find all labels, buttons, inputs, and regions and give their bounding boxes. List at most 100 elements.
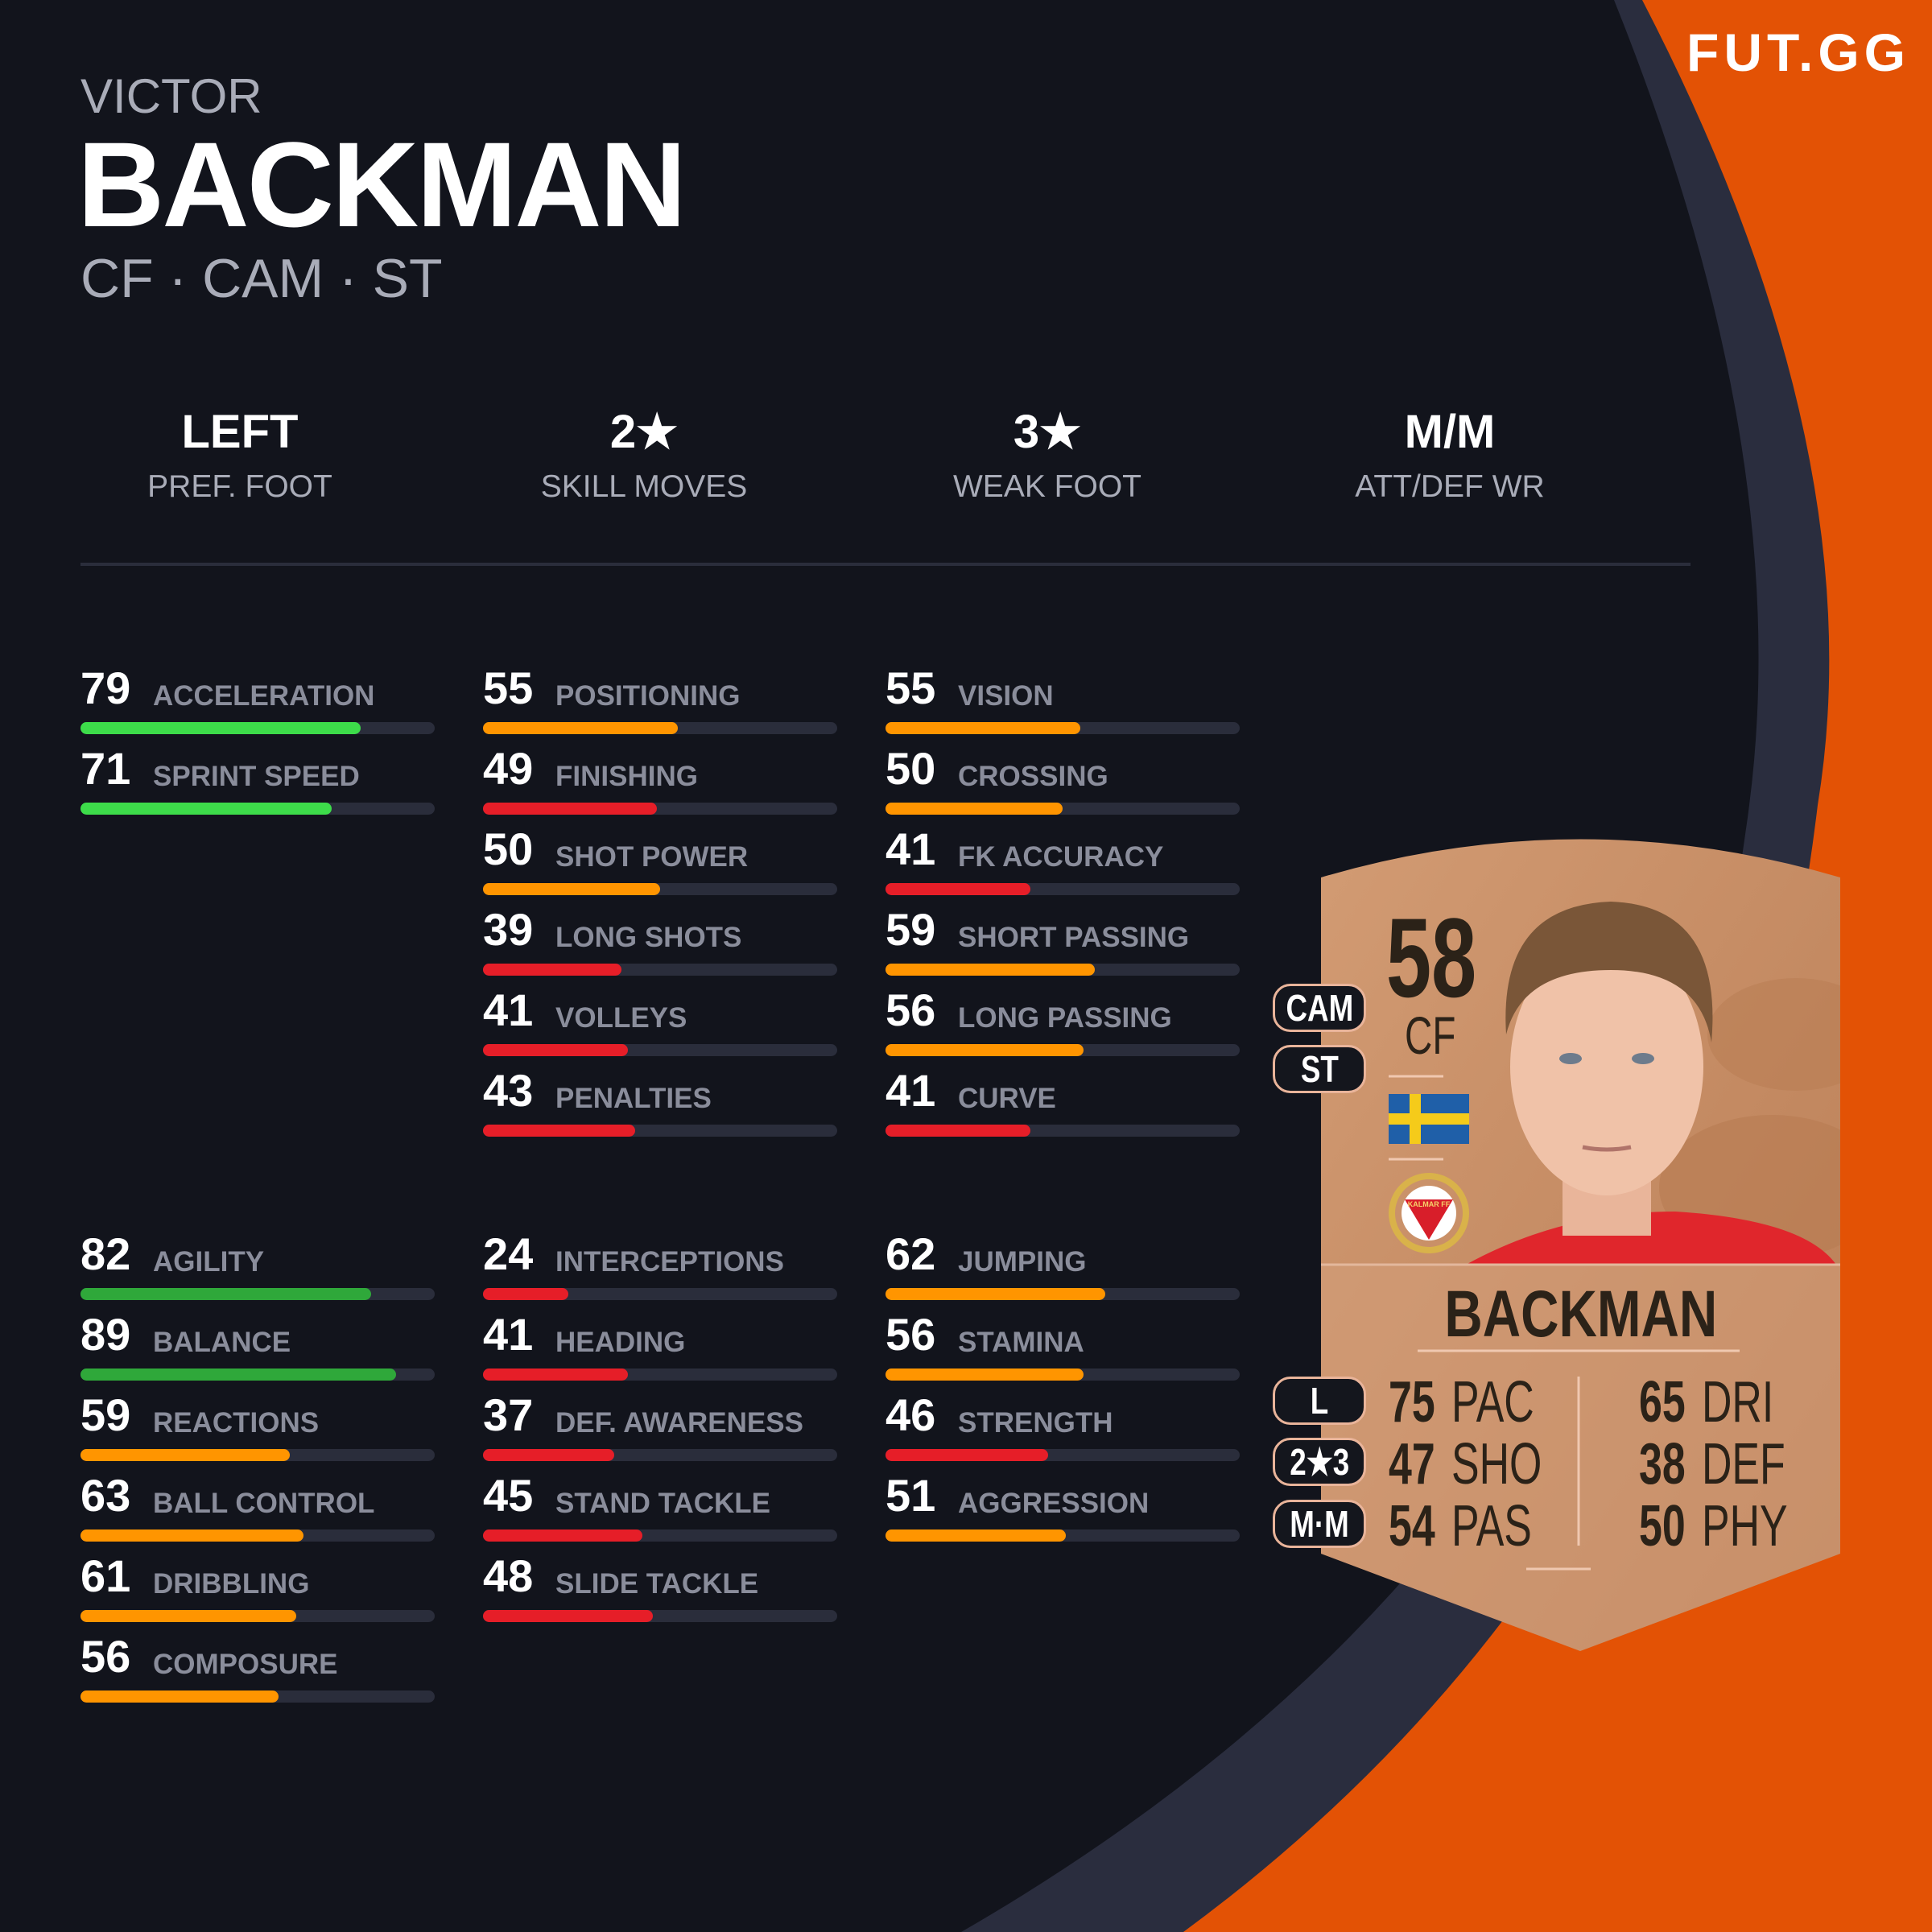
stat-bar-track xyxy=(483,722,837,734)
stat-row: 45 STAND TACKLE xyxy=(483,1470,837,1550)
stat-bar-track xyxy=(80,722,435,734)
stat-bar-track xyxy=(483,803,837,815)
stat-value: 24 xyxy=(483,1228,534,1279)
stat-row: 55 VISION xyxy=(886,663,1240,743)
attribute-value: M/M xyxy=(1404,406,1496,458)
stat-label: STAMINA xyxy=(958,1327,1084,1358)
stat-row: 61 DRIBBLING xyxy=(80,1550,435,1631)
stat-bar-track xyxy=(886,883,1240,895)
attribute-label: PREF. FOOT xyxy=(147,469,332,504)
alt-position-pill: ST xyxy=(1273,1045,1366,1093)
stat-label: PENALTIES xyxy=(555,1083,712,1114)
card-rating: 58 xyxy=(1386,894,1477,1021)
stat-bar-fill xyxy=(483,1125,636,1137)
stat-row: 59 REACTIONS xyxy=(80,1389,435,1470)
stat-value: 50 xyxy=(886,743,936,794)
stat-label: LONG SHOTS xyxy=(555,922,742,953)
stat-value: 55 xyxy=(886,663,936,713)
club-badge-text: KALMAR FF xyxy=(1408,1200,1451,1208)
attribute-label: ATT/DEF WR xyxy=(1355,469,1545,504)
stat-label: VOLLEYS xyxy=(555,1002,687,1034)
stat-row: 56 LONG PASSING xyxy=(886,985,1240,1065)
stat-bar-track xyxy=(80,1449,435,1461)
attribute-3: M/M ATT/DEF WR xyxy=(1249,407,1651,505)
pill-text: L xyxy=(1310,1380,1329,1422)
card-stat-value: 50 xyxy=(1639,1494,1686,1558)
info-pill: L xyxy=(1273,1377,1366,1425)
stat-bar-fill xyxy=(483,803,657,815)
stat-value: 61 xyxy=(80,1550,131,1601)
stat-bar-fill xyxy=(886,1449,1049,1461)
stat-bar-track xyxy=(886,1530,1240,1542)
stat-label: REACTIONS xyxy=(153,1407,320,1439)
stat-value: 39 xyxy=(483,904,534,955)
stat-label: POSITIONING xyxy=(555,680,741,712)
attribute-value: 3★ xyxy=(1013,406,1082,458)
info-pill: M·M xyxy=(1273,1500,1366,1548)
card-stat-value: 65 xyxy=(1639,1370,1686,1435)
stat-bar-track xyxy=(483,1044,837,1056)
stat-value: 41 xyxy=(886,1065,936,1116)
player-last-name: BACKMAN xyxy=(77,117,687,252)
stat-row: 56 STAMINA xyxy=(886,1309,1240,1389)
player-card[interactable]: KALMAR FF xyxy=(1321,833,1840,1654)
stat-bar-track xyxy=(886,964,1240,976)
card-stat-label: DRI xyxy=(1702,1370,1774,1435)
stat-row: 89 BALANCE xyxy=(80,1309,435,1389)
stat-bar-track xyxy=(483,1610,837,1622)
stat-value: 62 xyxy=(886,1228,936,1279)
pill-text: ST xyxy=(1300,1048,1339,1090)
stat-row: 55 POSITIONING xyxy=(483,663,837,743)
attribute-2: 3★ WEAK FOOT xyxy=(846,407,1249,505)
stat-label: CROSSING xyxy=(958,761,1108,792)
stat-bar-track xyxy=(483,883,837,895)
stat-value: 59 xyxy=(886,904,936,955)
stat-bar-fill xyxy=(80,1288,371,1300)
stat-label: JUMPING xyxy=(958,1246,1087,1278)
fut-gg-logo[interactable]: FUT.GG xyxy=(1686,23,1910,82)
stat-bar-fill xyxy=(886,1368,1084,1381)
pill-text: CAM xyxy=(1286,987,1353,1029)
card-position: CF xyxy=(1405,1005,1456,1065)
stat-label: BALANCE xyxy=(153,1327,291,1358)
card-stat-label: PAS xyxy=(1451,1494,1532,1558)
stat-bar-fill xyxy=(483,1530,642,1542)
divider xyxy=(80,563,1690,566)
stat-bar-track xyxy=(483,1288,837,1300)
card-stat-label: PHY xyxy=(1702,1494,1788,1558)
stat-label: DEF. AWARENESS xyxy=(555,1407,803,1439)
info-pill: 2★3 xyxy=(1273,1438,1366,1486)
stat-bar-fill xyxy=(886,722,1080,734)
stat-bar-track xyxy=(80,1288,435,1300)
stat-row: 50 CROSSING xyxy=(886,743,1240,824)
stat-value: 45 xyxy=(483,1470,534,1521)
stat-bar-track xyxy=(886,1125,1240,1137)
stat-bar-fill xyxy=(483,1368,629,1381)
kalmar-ff-badge: KALMAR FF xyxy=(1389,1173,1469,1253)
stat-value: 56 xyxy=(886,985,936,1035)
stat-label: FINISHING xyxy=(555,761,698,792)
stat-bar-track xyxy=(483,1530,837,1542)
stat-row: 41 CURVE xyxy=(886,1065,1240,1146)
stat-row: 49 FINISHING xyxy=(483,743,837,824)
stat-bar-fill xyxy=(886,1530,1067,1542)
stat-label: HEADING xyxy=(555,1327,686,1358)
stat-label: ACCELERATION xyxy=(153,680,375,712)
stat-bar-fill xyxy=(483,722,678,734)
stat-label: DRIBBLING xyxy=(153,1568,310,1600)
card-stat-label: DEF xyxy=(1702,1432,1785,1496)
stat-row: 41 VOLLEYS xyxy=(483,985,837,1065)
stat-bar-track xyxy=(886,1044,1240,1056)
stat-row: 37 DEF. AWARENESS xyxy=(483,1389,837,1470)
player-photo xyxy=(1466,902,1836,1265)
attribute-value: 2★ xyxy=(609,406,679,458)
stat-label: COMPOSURE xyxy=(153,1649,338,1680)
stat-label: SHORT PASSING xyxy=(958,922,1190,953)
stat-bar-fill xyxy=(80,722,361,734)
stat-value: 56 xyxy=(886,1309,936,1360)
stat-value: 55 xyxy=(483,663,534,713)
attribute-0: LEFT PREF. FOOT xyxy=(39,407,441,505)
stat-bar-fill xyxy=(80,803,332,815)
stat-value: 46 xyxy=(886,1389,936,1440)
